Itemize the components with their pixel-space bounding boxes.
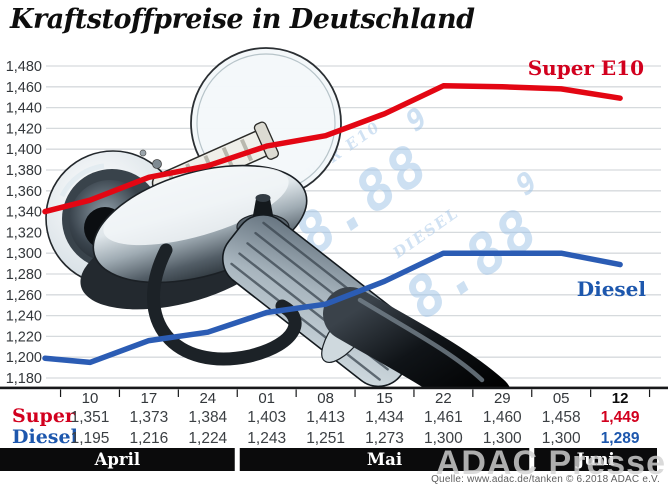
y-axis-labels: 1,480 1,460 1,440 1,420 1,400 1,380 1,360 1,340… <box>6 59 42 387</box>
adac-presse-watermark: ADAC Presse <box>435 444 666 482</box>
month-label-juni: Juni <box>575 450 615 469</box>
y-tick-label: 1,300 <box>6 246 42 262</box>
month-band-juni <box>534 448 657 471</box>
date-label: 22 <box>435 390 452 407</box>
legend-super-e10: Super E10 <box>527 56 644 80</box>
table-cell: 1,289 <box>601 430 640 447</box>
nozzle-inlet-highlight <box>59 163 105 198</box>
date-label: 29 <box>494 390 511 407</box>
table-cell: 1,413 <box>306 409 345 426</box>
table-cell: 1,373 <box>130 409 169 426</box>
table-cell: 1,403 <box>247 409 286 426</box>
y-tick-label: 1,200 <box>6 350 42 366</box>
date-label: 10 <box>82 390 99 407</box>
table-row-label-super: Super <box>12 405 76 427</box>
series-line-super-e10 <box>42 83 623 215</box>
legend-diesel: Diesel <box>576 277 646 301</box>
table-cell: 1,449 <box>601 409 640 426</box>
pump-nozzle-illustration <box>45 47 510 387</box>
x-axis-ticks <box>59 389 651 397</box>
y-tick-label: 1,340 <box>6 205 42 221</box>
month-label-mai: Mai <box>367 450 402 469</box>
grip-rib <box>230 262 381 381</box>
date-label: 15 <box>376 390 393 407</box>
table-cell: 1,300 <box>424 430 463 447</box>
table-row-label-diesel: Diesel <box>12 426 78 448</box>
screw-dot-small <box>139 149 147 157</box>
series-line-diesel <box>42 250 623 366</box>
table-cell: 1,384 <box>188 409 227 426</box>
month-bands: April Mai Juni <box>0 448 657 471</box>
table-cell: 1,351 <box>71 409 110 426</box>
source-credit: Quelle: www.adac.de/tanken © 6.2018 ADAC… <box>431 474 660 485</box>
table-cell: 1,458 <box>542 409 581 426</box>
table-cell: 1,251 <box>306 430 345 447</box>
y-tick-label: 1,320 <box>6 225 42 241</box>
table-cell: 1,224 <box>188 430 227 447</box>
fuel-hose-highlight <box>357 297 485 383</box>
date-label: 08 <box>317 390 334 407</box>
y-tick-label: 1,480 <box>6 59 42 75</box>
y-tick-label: 1,360 <box>6 184 42 200</box>
date-labels: 10 17 24 01 08 15 22 29 05 12 <box>82 390 629 407</box>
y-tick-label: 1,380 <box>6 163 42 179</box>
trigger-guard <box>147 243 302 366</box>
y-tick-label: 1,460 <box>6 80 42 96</box>
page-title: Kraftstoffpreise in Deutschland <box>10 4 475 35</box>
y-tick-label: 1,400 <box>6 142 42 158</box>
table-cell: 1,460 <box>483 409 522 426</box>
table-cell: 1,195 <box>71 430 110 447</box>
y-tick-label: 1,440 <box>6 101 42 117</box>
x-axis-line <box>0 386 668 390</box>
date-label: 17 <box>141 390 158 407</box>
screw-dot-large <box>152 159 162 169</box>
y-tick-label: 1,420 <box>6 121 42 137</box>
date-label: 24 <box>199 390 216 407</box>
table-cell: 1,216 <box>130 430 169 447</box>
table-cell: 1,434 <box>365 409 404 426</box>
fuel-hose <box>323 287 510 387</box>
y-tick-label: 1,280 <box>6 267 42 283</box>
table-cell: 1,273 <box>365 430 404 447</box>
date-label: 01 <box>258 390 275 407</box>
clip-end-tab <box>253 121 279 160</box>
month-band-mai <box>239 448 530 471</box>
y-tick-label: 1,260 <box>6 288 42 304</box>
price-lines <box>42 83 623 366</box>
nozzle-body-top-face <box>103 166 289 246</box>
vapor-cap-knob-top <box>255 194 271 202</box>
table-cell: 1,461 <box>424 409 463 426</box>
date-label: 05 <box>553 390 570 407</box>
table-cell: 1,300 <box>542 430 581 447</box>
table-cell: 1,300 <box>483 430 522 447</box>
month-label-april: April <box>94 450 141 469</box>
y-tick-label: 1,220 <box>6 329 42 345</box>
date-label: 12 <box>612 390 629 407</box>
y-tick-label: 1,180 <box>6 371 42 387</box>
y-tick-label: 1,240 <box>6 309 42 325</box>
table-cell: 1,243 <box>247 430 286 447</box>
month-band-april <box>0 448 235 471</box>
